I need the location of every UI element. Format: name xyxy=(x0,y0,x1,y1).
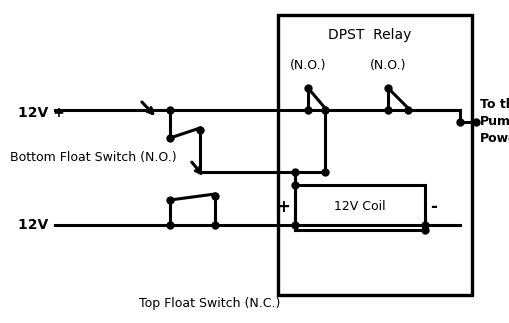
Text: +: + xyxy=(276,198,290,216)
Text: To the: To the xyxy=(480,99,509,111)
Text: (N.O.): (N.O.) xyxy=(290,59,326,72)
Text: DPST  Relay: DPST Relay xyxy=(328,28,412,42)
Text: -: - xyxy=(430,198,437,216)
Bar xyxy=(278,15,472,295)
Text: 12V -: 12V - xyxy=(18,218,59,232)
Text: 12V +: 12V + xyxy=(18,106,65,120)
Text: Bottom Float Switch (N.O.): Bottom Float Switch (N.O.) xyxy=(10,151,177,163)
Text: Pump: Pump xyxy=(480,116,509,129)
Text: Top Float Switch (N.C.): Top Float Switch (N.C.) xyxy=(139,297,280,310)
Text: Power: Power xyxy=(480,132,509,145)
Bar xyxy=(295,185,425,230)
Text: 12V Coil: 12V Coil xyxy=(334,201,386,214)
Text: (N.O.): (N.O.) xyxy=(370,59,406,72)
